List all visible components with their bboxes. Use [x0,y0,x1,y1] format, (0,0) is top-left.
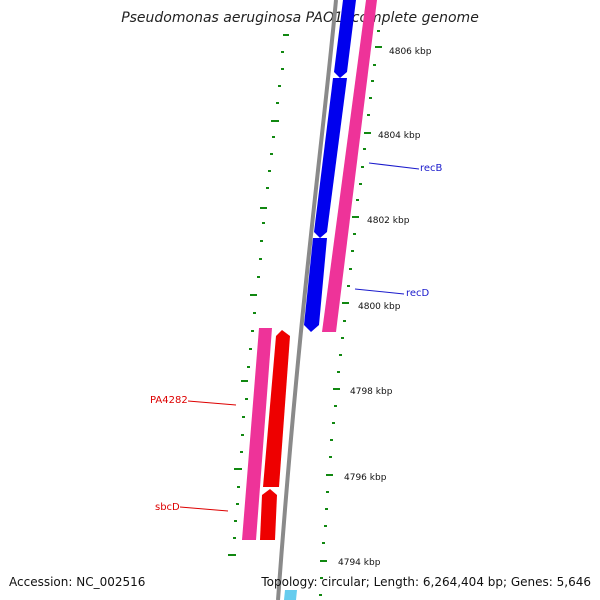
gene-recB [314,78,347,238]
accession-label: Accession: NC_002516 [9,575,146,589]
gene-PA4282 [263,330,290,487]
leader-sbcD [179,506,229,512]
leader-PA4282 [187,400,237,406]
tick-label: 4800 kbp [358,302,401,312]
leader-recB [368,162,420,170]
gene-sbcD [260,489,277,540]
genome-backbone [276,0,338,600]
gene-label-recB[interactable]: recB [420,163,443,174]
gene-blue-top [334,0,356,78]
gene-label-sbcD[interactable]: sbcD [155,502,180,513]
gc-track-inner [228,34,289,556]
cds-pink-lower [242,328,272,540]
tick-label: 4804 kbp [378,131,421,141]
tick-label: 4802 kbp [367,216,410,226]
gene-label-recD[interactable]: recD [406,288,430,299]
tick-label: 4798 kbp [350,387,393,397]
cds-pink-upper [322,0,377,332]
leader-recD [354,288,405,295]
genome-summary: Topology: circular; Length: 6,264,404 bp… [261,575,591,589]
tick-label: 4794 kbp [338,558,381,568]
gene-recD [304,238,327,332]
map-title: Pseudomonas aeruginosa PAO1, complete ge… [121,10,479,26]
coordinate-track [319,30,382,596]
tick-label: 4806 kbp [389,47,432,57]
tick-label: 4796 kbp [344,473,387,483]
cds-pink-bottom [284,590,297,600]
gene-label-PA4282[interactable]: PA4282 [150,395,188,406]
